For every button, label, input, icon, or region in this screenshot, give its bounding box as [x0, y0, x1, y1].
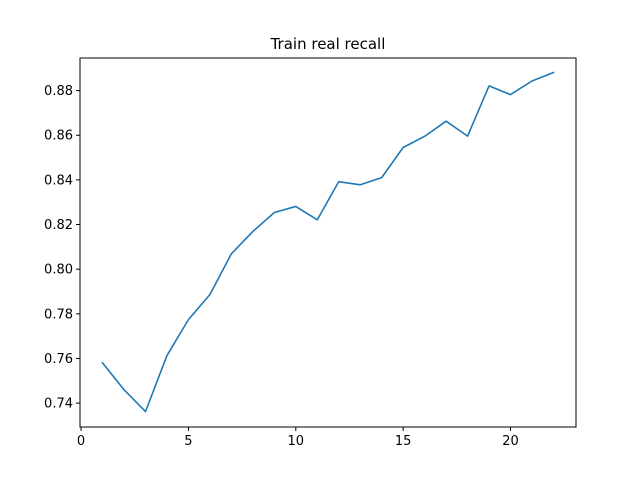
y-tick-label: 0.74 — [44, 397, 73, 412]
y-tick-label: 0.80 — [44, 263, 73, 278]
y-tick-label: 0.78 — [44, 307, 73, 322]
x-axis: 0 5 10 15 20 — [77, 427, 519, 449]
x-tick-label: 15 — [395, 434, 412, 449]
y-tick-label: 0.88 — [44, 84, 73, 99]
y-tick-label: 0.84 — [44, 173, 73, 188]
x-tick-label: 10 — [288, 434, 305, 449]
x-tick-label: 0 — [77, 434, 85, 449]
y-tick-label: 0.86 — [44, 129, 73, 144]
y-tick-label: 0.76 — [44, 352, 73, 367]
plot-frame — [79, 57, 577, 428]
series-line — [101, 71, 555, 413]
series-layer — [101, 71, 555, 413]
y-tick-label: 0.82 — [44, 218, 73, 233]
y-axis: 0.74 0.76 0.78 0.80 0.82 0.84 0.86 0.88 — [44, 84, 80, 412]
chart-title: Train real recall — [270, 35, 386, 53]
x-tick-label: 5 — [184, 434, 192, 449]
x-tick-label: 20 — [502, 434, 519, 449]
